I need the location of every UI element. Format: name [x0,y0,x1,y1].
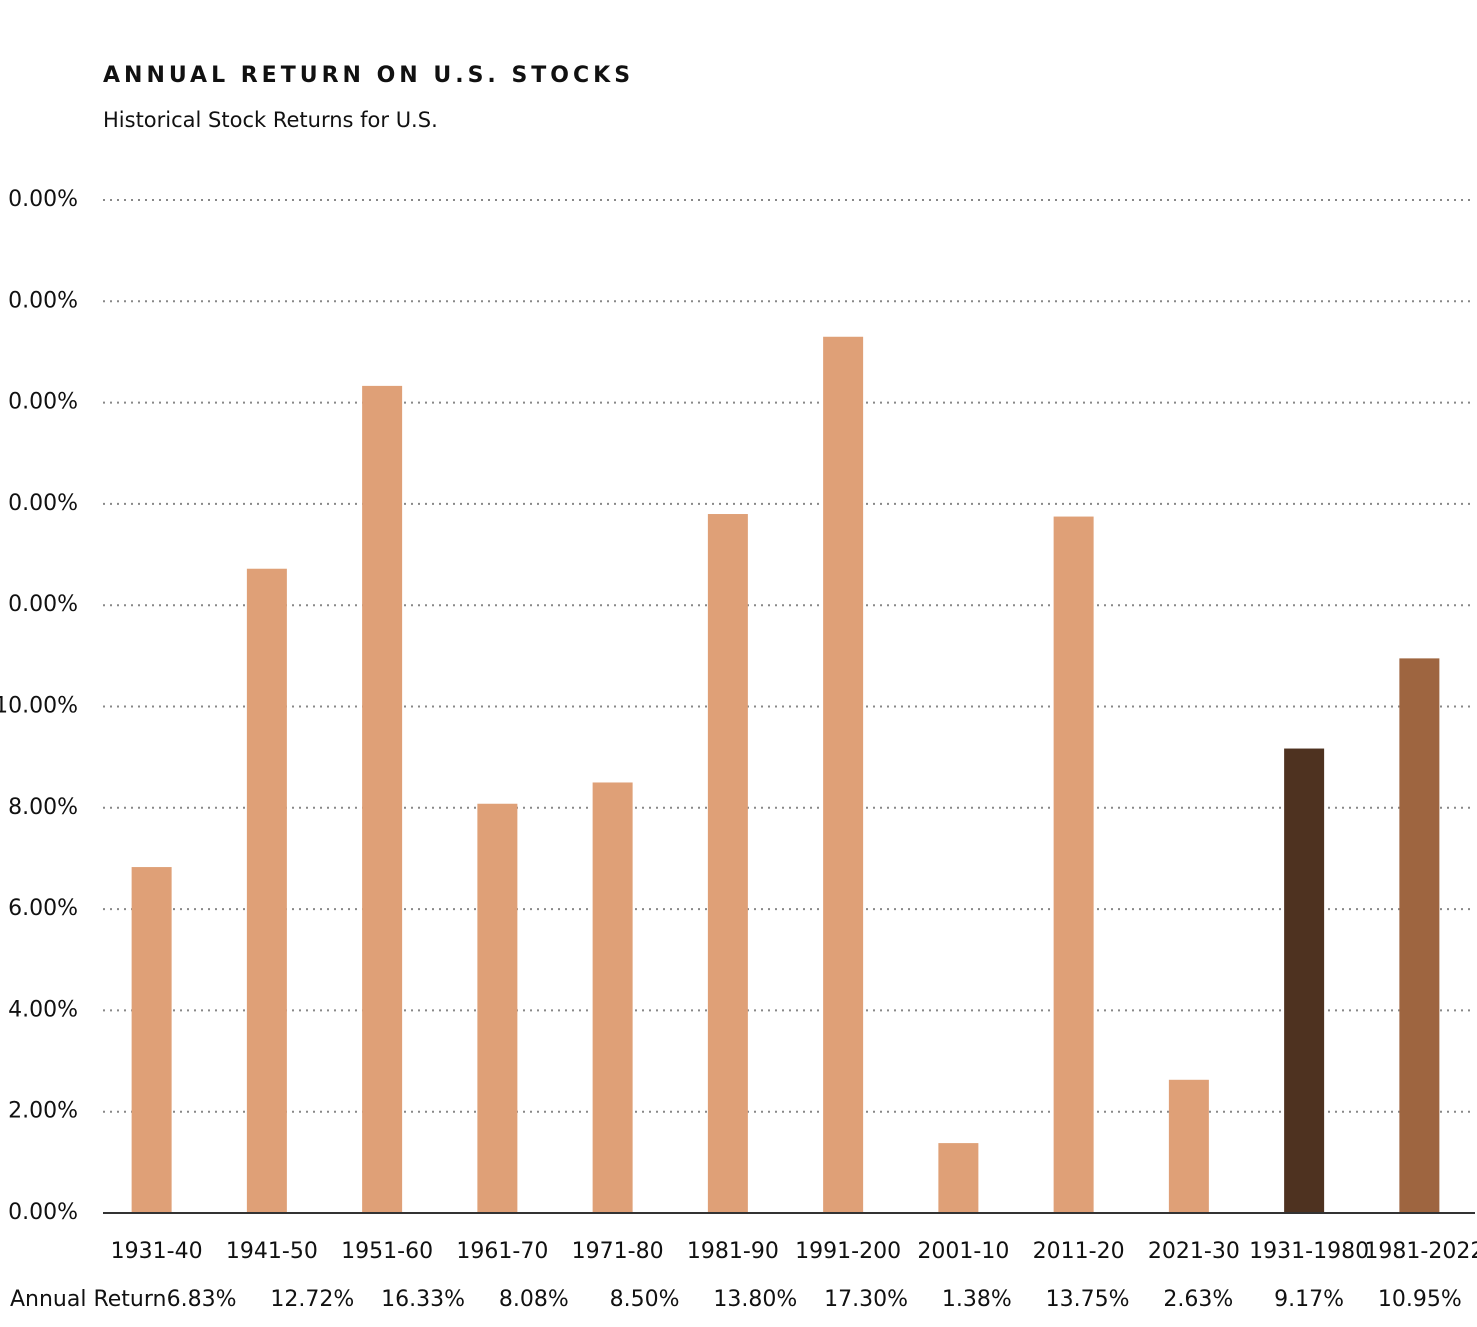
value-label: 12.72% [270,1287,354,1312]
y-tick-label: 0.00% [8,390,78,415]
bar [592,782,633,1213]
value-label: 6.83% [167,1287,237,1312]
x-tick-label: 1991-200 [795,1239,901,1264]
bar [938,1143,979,1213]
value-label: 9.17% [1274,1287,1344,1312]
bar [823,336,864,1213]
bar [131,867,172,1213]
value-label: 13.80% [713,1287,797,1312]
y-tick-label: 8.00% [8,795,78,820]
bar [477,803,518,1213]
y-tick-label: 4.00% [8,997,78,1022]
x-tick-label: 1971-80 [572,1239,664,1264]
x-tick-label: 1981-90 [687,1239,779,1264]
y-tick-label: 10.00% [0,694,78,719]
value-label: 16.33% [381,1287,465,1312]
chart-title: ANNUAL RETURN ON U.S. STOCKS [103,63,634,88]
bar [362,385,403,1213]
y-tick-label: 6.00% [8,896,78,921]
y-tick-label: 0.00% [8,288,78,313]
y-tick-label: 0.00% [8,187,78,212]
bar [707,514,748,1213]
x-tick-label: 1951-60 [341,1239,433,1264]
x-tick-label: 1981-2022 [1364,1239,1477,1264]
chart-subtitle: Historical Stock Returns for U.S. [103,108,438,132]
bar [1168,1079,1209,1213]
y-tick-label: 0.00% [8,1200,78,1225]
value-label: 13.75% [1046,1287,1130,1312]
y-tick-label: 2.00% [8,1099,78,1124]
y-tick-label: 0.00% [8,491,78,516]
bar [246,568,287,1213]
x-tick-label: 1931-1980 [1249,1239,1369,1264]
x-tick-label: 2021-30 [1148,1239,1240,1264]
value-label: 10.95% [1378,1287,1462,1312]
x-tick-label: 1931-40 [111,1239,203,1264]
x-tick-label: 1941-50 [226,1239,318,1264]
value-label: 17.30% [824,1287,908,1312]
x-tick-label: 2001-10 [917,1239,1009,1264]
bar [1284,748,1325,1213]
x-tick-label: 1961-70 [456,1239,548,1264]
value-label: 8.08% [499,1287,569,1312]
x-tick-label: 2011-20 [1033,1239,1125,1264]
y-tick-label: 0.00% [8,592,78,617]
value-label: 2.63% [1163,1287,1233,1312]
bar [1053,516,1094,1213]
value-label: 1.38% [942,1287,1012,1312]
value-label-title: Annual Return [10,1287,166,1312]
bar [1399,658,1440,1213]
value-label: 8.50% [610,1287,680,1312]
